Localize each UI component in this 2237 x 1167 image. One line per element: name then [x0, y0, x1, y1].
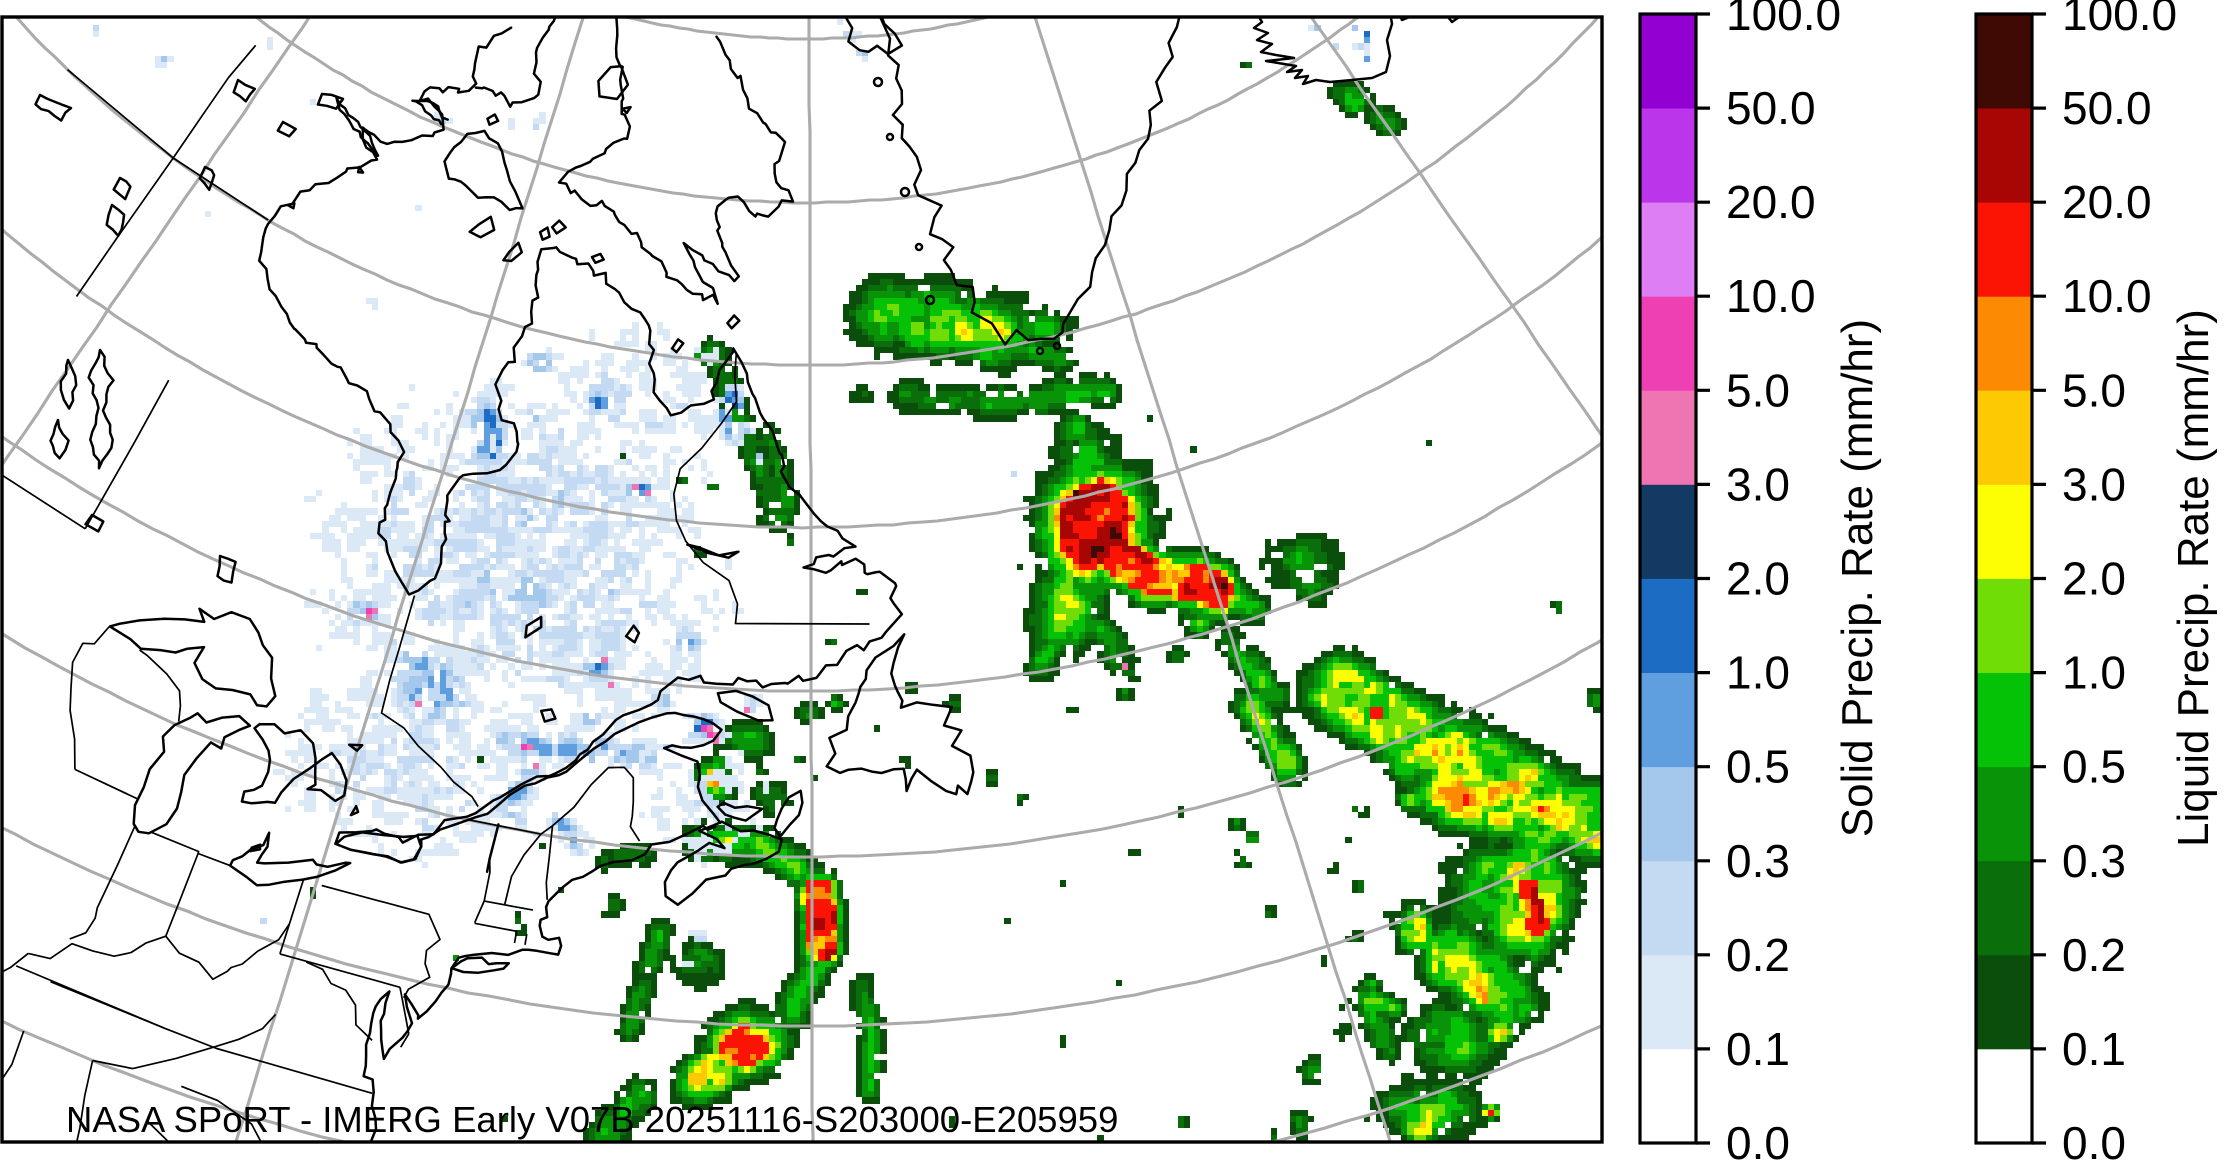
- svg-text:0.3: 0.3: [1726, 835, 1790, 887]
- svg-text:20.0: 20.0: [2062, 176, 2152, 228]
- svg-text:3.0: 3.0: [1726, 458, 1790, 510]
- svg-text:2.0: 2.0: [1726, 553, 1790, 605]
- svg-text:Solid Precip. Rate (mm/hr): Solid Precip. Rate (mm/hr): [1833, 319, 1882, 837]
- svg-text:5.0: 5.0: [2062, 364, 2126, 416]
- svg-text:0.5: 0.5: [1726, 741, 1790, 793]
- svg-text:0.3: 0.3: [2062, 835, 2126, 887]
- svg-text:0.0: 0.0: [1726, 1117, 1790, 1167]
- svg-text:0.2: 0.2: [1726, 929, 1790, 981]
- svg-text:0.2: 0.2: [2062, 929, 2126, 981]
- svg-text:10.0: 10.0: [2062, 270, 2152, 322]
- svg-text:100.0: 100.0: [1726, 0, 1841, 40]
- svg-text:0.1: 0.1: [2062, 1023, 2126, 1075]
- svg-text:50.0: 50.0: [2062, 82, 2152, 134]
- svg-text:100.0: 100.0: [2062, 0, 2177, 40]
- svg-text:20.0: 20.0: [1726, 176, 1816, 228]
- svg-text:NASA SPoRT - IMERG Early V07B: NASA SPoRT - IMERG Early V07B 20251116-S…: [66, 1099, 1118, 1140]
- svg-text:10.0: 10.0: [1726, 270, 1816, 322]
- svg-text:3.0: 3.0: [2062, 458, 2126, 510]
- svg-text:5.0: 5.0: [1726, 364, 1790, 416]
- svg-text:Liquid Precip. Rate (mm/hr): Liquid Precip. Rate (mm/hr): [2169, 309, 2218, 847]
- svg-text:0.5: 0.5: [2062, 741, 2126, 793]
- svg-text:0.0: 0.0: [2062, 1117, 2126, 1167]
- svg-text:1.0: 1.0: [1726, 647, 1790, 699]
- svg-text:2.0: 2.0: [2062, 553, 2126, 605]
- svg-text:50.0: 50.0: [1726, 82, 1816, 134]
- svg-text:0.1: 0.1: [1726, 1023, 1790, 1075]
- svg-text:1.0: 1.0: [2062, 647, 2126, 699]
